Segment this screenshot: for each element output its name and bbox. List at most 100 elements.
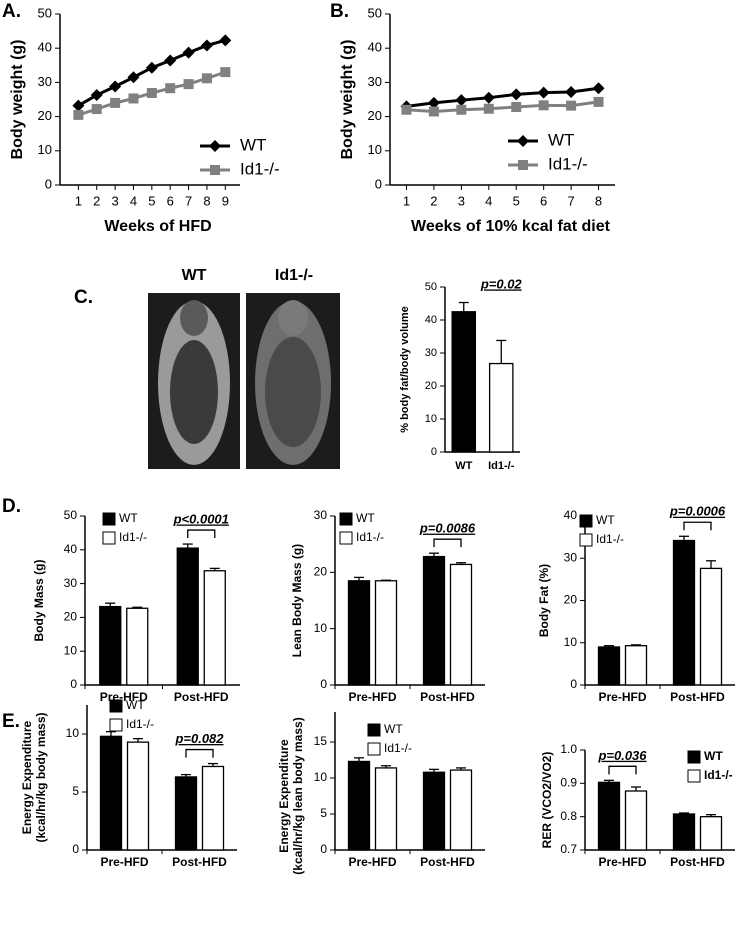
marker xyxy=(145,61,158,74)
legend-swatch xyxy=(367,742,381,756)
x-tick-label: 1 xyxy=(403,193,410,208)
bar xyxy=(347,580,371,686)
y-tick-label: 30 xyxy=(425,347,437,359)
y-axis-label: (kcal/hr/kg body mass) xyxy=(34,712,48,842)
x-tick-label: Pre-HFD xyxy=(100,855,148,869)
legend-label: WT xyxy=(356,511,375,525)
marker xyxy=(219,34,232,47)
x-tick-label: 8 xyxy=(203,193,210,208)
x-tick-label: Post-HFD xyxy=(420,855,475,869)
panel-label: A. xyxy=(2,1,21,22)
bar xyxy=(374,580,398,686)
x-tick-label: 2 xyxy=(430,193,437,208)
bar xyxy=(99,605,122,686)
bracket xyxy=(185,748,214,758)
bar xyxy=(449,563,473,686)
marker xyxy=(401,104,412,115)
marker xyxy=(592,82,605,95)
marker xyxy=(200,39,213,52)
marker xyxy=(72,99,85,112)
legend-label: Id1-/- xyxy=(240,159,280,178)
y-tick-label: 30 xyxy=(38,74,52,89)
y-tick-label: 30 xyxy=(564,550,578,564)
x-axis-label: Weeks of 10% kcal fat diet xyxy=(411,218,611,235)
marker xyxy=(91,104,102,115)
y-tick-label: 0 xyxy=(72,842,79,856)
y-tick-label: 20 xyxy=(64,610,78,624)
x-tick-label: 6 xyxy=(540,193,547,208)
y-axis-label: Body Mass (g) xyxy=(32,559,46,641)
y-axis-label: Energy Expenditure xyxy=(20,721,34,835)
legend-swatch xyxy=(687,769,701,783)
marker xyxy=(456,104,467,115)
bracket xyxy=(608,765,637,775)
x-tick-label: 7 xyxy=(185,193,192,208)
image-label: WT xyxy=(182,267,207,284)
marker xyxy=(517,135,529,147)
y-tick-label: 50 xyxy=(425,281,437,293)
x-tick-label: 8 xyxy=(595,193,602,208)
y-axis-label: Lean Body Mass (g) xyxy=(290,544,304,657)
marker xyxy=(165,83,176,94)
marker xyxy=(510,88,523,101)
y-axis-label: % body fat/body volume xyxy=(399,306,411,433)
y-tick-label: 0 xyxy=(320,842,327,856)
x-tick-label: 7 xyxy=(567,193,574,208)
marker xyxy=(90,89,103,102)
x-tick-label: Post-HFD xyxy=(172,855,227,869)
x-tick-label: Pre-HFD xyxy=(348,855,396,869)
y-tick-label: 0.7 xyxy=(560,842,577,856)
y-tick-label: 30 xyxy=(368,74,382,89)
chart: 0 5 10 Energy Expenditure (kcal/hr/kg body m… xyxy=(20,698,237,869)
marker xyxy=(593,96,604,107)
chart: 0 10 20 30 40 50 Body weight (g) 1 2 3 4 5 6 7 8 Weeks … xyxy=(339,5,615,235)
panel-label: E. xyxy=(2,711,20,732)
legend-label: WT xyxy=(548,130,574,149)
annotation: p=0.0086 xyxy=(419,521,476,536)
legend-label: Id1-/- xyxy=(596,532,624,546)
marker xyxy=(128,93,139,104)
mri-image xyxy=(246,293,340,469)
marker xyxy=(566,100,577,111)
bar xyxy=(624,790,648,851)
annotation: p=0.036 xyxy=(597,748,647,763)
y-tick-label: 20 xyxy=(314,565,328,579)
marker xyxy=(127,71,140,84)
y-tick-label: 10 xyxy=(564,635,578,649)
bar xyxy=(176,547,199,686)
marker xyxy=(455,94,468,107)
legend-label: Id1-/- xyxy=(384,741,412,755)
legend-label: WT xyxy=(704,749,723,763)
bracket xyxy=(187,529,216,539)
bar xyxy=(422,771,446,851)
bracket xyxy=(433,538,462,548)
marker xyxy=(427,96,440,109)
bar xyxy=(374,767,398,851)
x-tick-label: WT xyxy=(455,460,472,472)
x-tick-label: Pre-HFD xyxy=(598,690,646,704)
y-tick-label: 10 xyxy=(314,621,328,635)
x-tick-label: Pre-HFD xyxy=(348,690,396,704)
bar xyxy=(672,539,696,686)
marker xyxy=(182,46,195,59)
marker xyxy=(482,91,495,104)
chart: 0 5 10 15 Energy Expenditure (kcal/hr/kg lean… xyxy=(277,712,485,875)
y-tick-label: 30 xyxy=(64,576,78,590)
y-tick-label: 20 xyxy=(368,108,382,123)
y-tick-label: 10 xyxy=(425,413,437,425)
y-tick-label: 0 xyxy=(70,677,77,691)
y-tick-label: 50 xyxy=(64,508,78,522)
bar xyxy=(597,781,621,851)
marker xyxy=(511,102,522,113)
y-axis-label: (kcal/hr/kg lean body mass) xyxy=(291,717,305,874)
y-tick-label: 0 xyxy=(45,176,52,191)
bar xyxy=(174,776,198,851)
y-tick-label: 30 xyxy=(314,508,328,522)
x-tick-label: 6 xyxy=(167,193,174,208)
y-tick-label: 0.9 xyxy=(560,776,577,790)
bar xyxy=(203,570,226,686)
x-tick-label: Post-HFD xyxy=(174,690,229,704)
annotation: p=0.02 xyxy=(480,276,523,291)
legend-label: Id1-/- xyxy=(126,717,154,731)
